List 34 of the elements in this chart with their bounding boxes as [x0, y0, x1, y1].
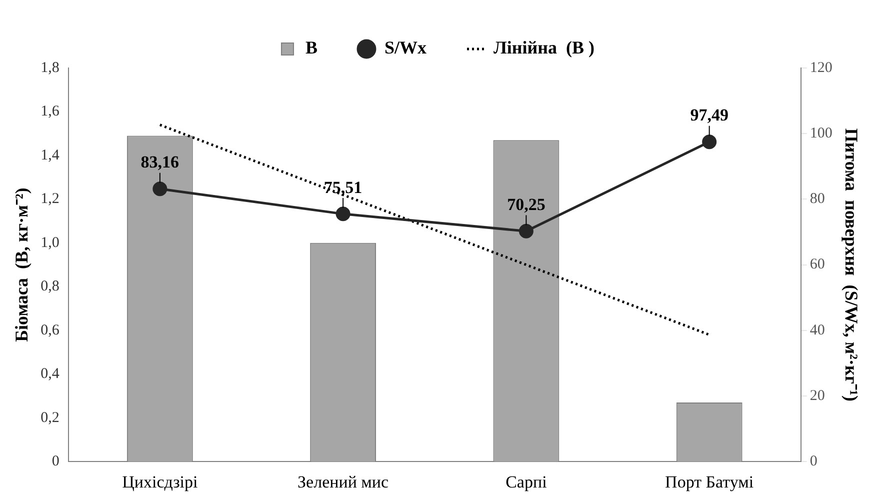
y2-tick-label: 60 — [810, 256, 825, 273]
point — [336, 206, 350, 222]
y-tick-label: 1,8 — [40, 60, 60, 76]
y2-tick-label: 80 — [810, 191, 825, 208]
y2-tick-label: 120 — [810, 60, 832, 76]
y-tick-label: 1,2 — [40, 191, 60, 208]
data-label: 75,51 — [324, 178, 362, 197]
x-tick-label: Порт Батумі — [665, 472, 754, 492]
y-tick-label: 0 — [52, 454, 60, 470]
point — [152, 182, 168, 196]
x-tick-label: Цихісдзірі — [122, 472, 198, 492]
y2-axis-title: Питома поверхня (S/Wx, м²·кг⁻¹) — [842, 128, 862, 402]
y-tick-label: 0,2 — [40, 410, 60, 426]
y-tick-label: 0,8 — [40, 278, 60, 295]
point — [702, 134, 717, 150]
legend-label: S/Wx — [384, 38, 426, 58]
y2-tick-label: 20 — [810, 388, 825, 404]
data-label: 83,16 — [140, 152, 180, 172]
point — [518, 224, 534, 238]
y-tick-label: 1,4 — [40, 147, 60, 164]
y-axis-title: Біомаса (B, кг·м⁻²) — [11, 188, 32, 342]
legend-label: B — [305, 38, 318, 58]
legend-label: Лінійна (B ) — [494, 38, 595, 58]
y-tick-label: 1,6 — [40, 104, 60, 120]
y2-tick-label: 100 — [810, 126, 832, 142]
data-label: 97,49 — [690, 106, 728, 125]
x-tick-label: Сарпі — [506, 472, 548, 492]
data-label: 70,25 — [507, 195, 546, 214]
y-tick-label: 1,0 — [40, 234, 60, 251]
y-tick-label: 0,4 — [40, 366, 60, 382]
y-tick-label: 0,6 — [40, 322, 60, 338]
x-tick-label: Зелений мис — [298, 472, 390, 492]
y2-tick-label: 40 — [810, 322, 825, 338]
y2-tick-label: 0 — [810, 454, 818, 470]
